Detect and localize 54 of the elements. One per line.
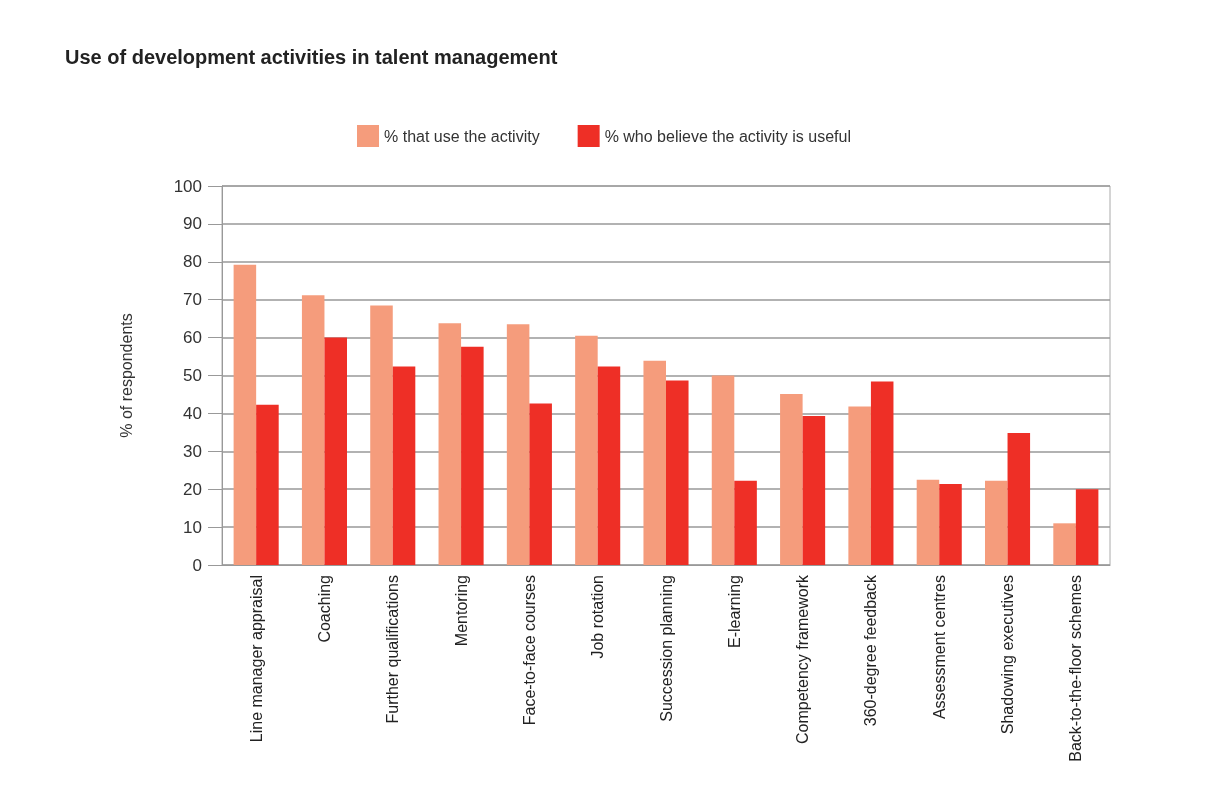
x-tick-label: Assessment centres <box>930 575 948 720</box>
bar <box>734 480 757 565</box>
y-tick-label: 10 <box>183 517 202 537</box>
bar <box>870 381 894 565</box>
y-tick-label: 30 <box>183 441 202 461</box>
bar <box>939 483 962 565</box>
bar <box>597 366 621 565</box>
bar <box>233 264 257 565</box>
x-tick-label: E-learning <box>725 575 743 648</box>
bar <box>575 335 598 565</box>
bar <box>461 346 484 565</box>
y-tick-label: 100 <box>173 176 202 196</box>
x-tick-label: 360-degree feedback <box>862 574 880 727</box>
bar <box>256 404 279 565</box>
bar <box>985 480 1008 565</box>
x-tick-label: Line manager appraisal <box>247 575 265 743</box>
bar <box>1075 489 1099 565</box>
bar <box>802 416 826 565</box>
x-tick-label: Further qualifications <box>384 575 402 724</box>
bar <box>643 360 666 565</box>
bar <box>438 323 462 565</box>
y-tick-label: 60 <box>183 328 202 348</box>
y-tick-label: 50 <box>183 366 202 385</box>
y-tick-label: 80 <box>183 252 202 272</box>
x-tick-label: Job rotation <box>589 575 607 659</box>
bar <box>780 394 803 565</box>
bar <box>711 375 735 565</box>
y-tick-label: 20 <box>183 479 202 499</box>
x-tick-label: Coaching <box>315 575 333 643</box>
y-tick-label: 70 <box>183 290 202 310</box>
x-tick-label: Back-to-the-floor schemes <box>1067 575 1085 762</box>
x-tick-label: Competency framework <box>794 574 812 744</box>
legend-label: % who believe the activity is useful <box>604 127 851 145</box>
x-tick-label: Mentoring <box>452 575 470 647</box>
bar <box>301 295 325 565</box>
bar <box>1053 523 1076 565</box>
bar <box>916 479 940 565</box>
bar <box>506 324 530 565</box>
x-tick-label: Shadowing executives <box>999 575 1017 735</box>
bar <box>370 305 393 565</box>
x-tick-label: Succession planning <box>657 575 675 722</box>
bar <box>848 406 871 565</box>
bar <box>1007 433 1031 565</box>
bar <box>666 380 689 565</box>
bar <box>324 337 347 565</box>
x-tick-label: Face-to-face courses <box>520 575 538 726</box>
legend-label: % that use the activity <box>384 127 540 145</box>
y-axis-title: % of respondents <box>117 313 135 438</box>
bar <box>529 403 552 565</box>
y-tick-label: 40 <box>183 403 202 423</box>
chart-title: Use of development activities in talent management <box>65 46 558 68</box>
y-tick-label: 0 <box>192 555 202 575</box>
bar <box>392 366 416 565</box>
y-tick-label: 90 <box>183 214 202 234</box>
